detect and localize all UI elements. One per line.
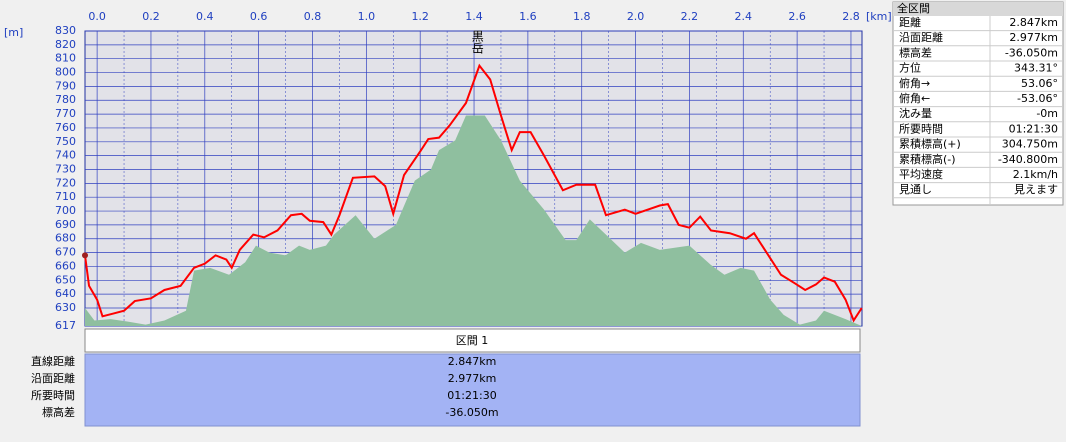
x-tick-label: 0.2: [142, 10, 160, 23]
panel-label: 沈み量: [899, 106, 932, 120]
panel-label: 俯角←: [899, 91, 930, 105]
x-tick-label: 0.6: [250, 10, 268, 23]
panel-label: 累積標高(+): [899, 137, 961, 151]
panel-value: 53.06°: [1021, 77, 1058, 90]
section-value: 2.847km: [448, 355, 497, 368]
section-label: 所要時間: [31, 389, 75, 402]
panel-label: 標高差: [899, 45, 932, 59]
section-header: [84, 328, 861, 353]
panel-label: 所要時間: [899, 122, 943, 135]
section-panel: [84, 353, 861, 427]
section-label: 直線距離: [31, 354, 75, 368]
panel-label: 累積標高(-): [899, 152, 956, 166]
x-tick-label: 2.6: [788, 10, 806, 23]
annotation: 黒岳: [470, 30, 484, 54]
panel-value: -0m: [1036, 107, 1058, 120]
x-tick-label: 2.8: [842, 10, 860, 23]
panel-label: 見通し: [899, 183, 932, 196]
terrain-area: [85, 115, 862, 326]
y-tick-label: 750: [55, 135, 76, 148]
x-tick-label: 2.4: [735, 10, 753, 23]
y-tick-label: 700: [55, 204, 76, 217]
y-tick-label: 780: [55, 93, 76, 106]
panel-value: 2.1km/h: [1013, 168, 1058, 181]
panel-value: 343.31°: [1014, 62, 1058, 75]
x-tick-label: 2.0: [627, 10, 645, 23]
y-tick-label: 790: [55, 79, 76, 92]
x-tick-label: 0.4: [196, 10, 214, 23]
y-tick-label: 720: [55, 176, 76, 189]
y-tick-label: 740: [55, 149, 76, 162]
panel-value: -340.800m: [998, 153, 1058, 166]
start-marker: [82, 252, 88, 259]
section-title: 区間 1: [456, 334, 489, 347]
y-tick-label: 630: [55, 301, 76, 314]
x-tick-label: 1.4: [465, 10, 483, 23]
panel-value: -53.06°: [1017, 92, 1058, 105]
x-axis-label: [km]: [866, 10, 892, 23]
panel-value: 01:21:30: [1009, 122, 1058, 135]
y-tick-label: 710: [55, 190, 76, 203]
panel-label: 沿面距離: [899, 30, 943, 44]
panel-value: 見えます: [1014, 183, 1058, 196]
route-line: [84, 63, 863, 323]
x-tick-label: 0.8: [304, 10, 322, 23]
y-tick-label: 690: [55, 218, 76, 231]
section-value: 01:21:30: [447, 389, 496, 402]
x-tick-label: 0.0: [88, 10, 106, 23]
panel-title-bar: [893, 2, 1063, 16]
panel-value: 2.977km: [1009, 31, 1058, 44]
y-tick-label: 830: [55, 24, 76, 37]
x-tick-label: 1.2: [411, 10, 429, 23]
panel-value: 304.750m: [1002, 138, 1058, 151]
x-tick-label: 1.6: [519, 10, 537, 23]
x-tick-label: 1.8: [573, 10, 591, 23]
x-tick-label: 1.0: [358, 10, 376, 23]
panel-title: 全区間: [897, 1, 930, 15]
y-tick-label: 800: [55, 66, 76, 79]
y-tick-label: 760: [55, 121, 76, 134]
y-tick-label: 670: [55, 246, 76, 259]
section-value: -36.050m: [445, 406, 498, 419]
panel-label: 平均速度: [899, 167, 943, 181]
y-tick-label: 650: [55, 273, 76, 286]
y-tick-label: 730: [55, 162, 76, 175]
y-tick-label: 617: [55, 319, 76, 332]
section-value: 2.977km: [448, 372, 497, 385]
y-tick-label: 810: [55, 52, 76, 65]
panel-value: 2.847km: [1009, 16, 1058, 29]
x-tick-label: 2.2: [681, 10, 699, 23]
y-tick-label: 680: [55, 232, 76, 245]
y-tick-label: 820: [55, 38, 76, 51]
summary-panel: [892, 1, 1064, 206]
y-tick-label: 770: [55, 107, 76, 120]
section-label: 標高差: [42, 405, 75, 419]
y-tick-label: 640: [55, 287, 76, 300]
panel-value: -36.050m: [1005, 46, 1058, 59]
y-tick-label: 660: [55, 259, 76, 272]
panel-label: 距離: [899, 15, 921, 29]
y-axis-label: [m]: [4, 26, 23, 39]
panel-label: 方位: [899, 61, 921, 75]
section-label: 沿面距離: [31, 371, 75, 385]
panel-label: 俯角→: [899, 76, 930, 90]
